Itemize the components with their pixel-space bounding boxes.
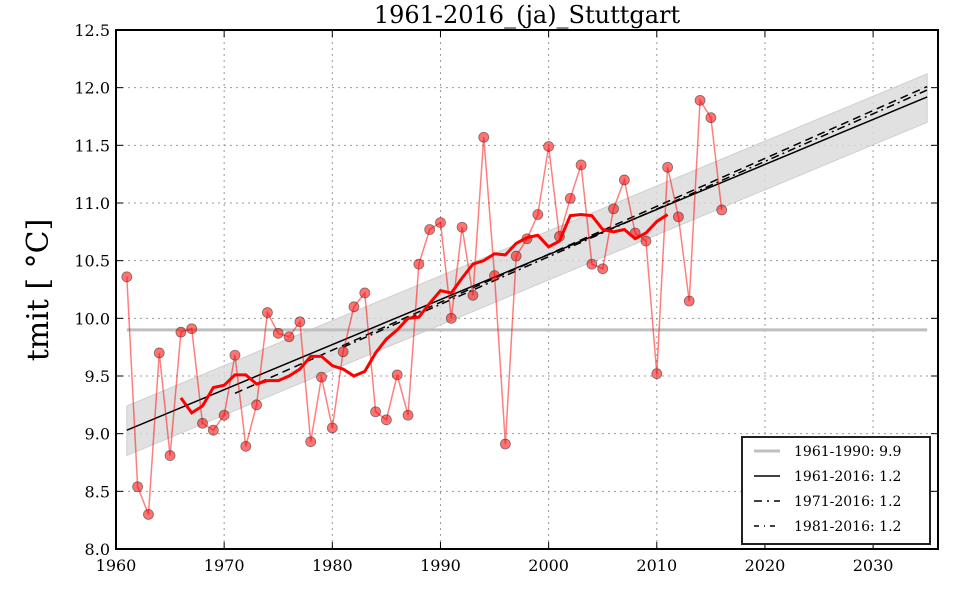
annual-point: [316, 371, 327, 383]
annual-point: [445, 312, 457, 324]
legend-label: 1961-2016: 1.2: [794, 469, 901, 485]
annual-point: [262, 307, 273, 318]
legend: 1961-1990: 9.9 1961-2016: 1.2 1971-2016: 1…: [741, 436, 931, 545]
annual-point: [597, 263, 609, 275]
y-tick-label: 8.5: [85, 482, 110, 501]
annual-point: [164, 450, 176, 461]
annual-point: [272, 327, 284, 339]
annual-point: [586, 258, 598, 270]
trend-line-dashdot: [342, 89, 928, 348]
y-tick-label: 9.5: [85, 367, 110, 386]
annual-point: [532, 209, 544, 220]
annual-point: [673, 211, 684, 223]
axes: [115, 29, 939, 550]
x-tick-label: 2000: [528, 556, 569, 575]
legend-label: 1971-2016: 1.2: [794, 494, 901, 510]
x-tick-label: 2020: [745, 556, 786, 575]
annual-point: [402, 409, 414, 421]
running-mean-line: [179, 213, 669, 415]
annual-point: [240, 440, 252, 452]
annual-point: [391, 369, 403, 381]
y-axis-label: tmit [ °C]: [21, 219, 56, 362]
annual-point: [489, 270, 500, 282]
y-tick-label: 11.0: [74, 194, 110, 213]
legend-label: 1981-2016: 1.2: [794, 519, 901, 535]
annual-point: [337, 346, 349, 358]
annual-point: [467, 289, 479, 301]
annual-point: [694, 94, 706, 106]
tick-labels: 1960 1970 1980 1990 2000 2010 2020 2030 8.0 8.5 9.…: [74, 21, 893, 575]
y-tick-label: 9.0: [85, 425, 110, 444]
trend-line-dashed: [234, 85, 928, 394]
plot-frame: [115, 29, 939, 550]
confidence-band: [126, 73, 928, 457]
annual-point: [424, 224, 436, 235]
y-tick-label: 12.0: [74, 79, 110, 98]
annual-point: [683, 295, 695, 307]
annual-point: [143, 509, 154, 520]
annual-point: [499, 438, 511, 450]
annual-point: [618, 174, 630, 186]
annual-point: [456, 221, 468, 233]
annual-point: [229, 349, 241, 361]
annual-point: [359, 287, 371, 299]
annual-point: [413, 258, 425, 270]
x-tick-label: 1990: [420, 556, 461, 575]
running-mean-series: [179, 213, 669, 415]
annual-point: [640, 235, 652, 247]
annual-point: [175, 326, 187, 338]
annual-point: [348, 301, 360, 313]
annual-point: [251, 399, 263, 411]
x-tick-label: 1960: [96, 556, 137, 575]
y-tick-label: 10.5: [74, 252, 110, 271]
annual-point: [294, 316, 306, 328]
y-tick-label: 8.0: [85, 540, 110, 559]
annual-point: [575, 159, 587, 171]
annual-point: [435, 217, 446, 229]
legend-label: 1961-1990: 9.9: [794, 444, 901, 460]
annual-point: [197, 417, 208, 429]
annual-point: [326, 422, 338, 434]
annual-point: [478, 131, 490, 143]
x-tick-label: 1980: [312, 556, 353, 575]
y-tick-label: 10.0: [74, 309, 110, 328]
annual-point: [186, 323, 198, 335]
x-tick-label: 2010: [636, 556, 677, 575]
x-tick-label: 1970: [204, 556, 245, 575]
annual-point: [370, 406, 381, 418]
annual-point: [380, 414, 392, 426]
annual-point: [564, 192, 576, 204]
annual-point: [543, 141, 555, 152]
annual-point: [207, 424, 219, 436]
y-tick-label: 11.5: [74, 136, 110, 155]
annual-point: [218, 409, 230, 421]
annual-point: [121, 271, 133, 283]
annual-point: [153, 347, 165, 359]
chart-title: 1961-2016_(ja)_Stuttgart: [374, 1, 681, 29]
annual-point: [716, 204, 728, 216]
annual-point: [132, 481, 144, 493]
annual-point: [283, 331, 295, 343]
annual-point: [651, 368, 663, 380]
annual-point: [705, 112, 717, 124]
x-tick-label: 2030: [853, 556, 894, 575]
annual-point: [608, 203, 619, 215]
annual-point: [662, 161, 674, 173]
annual-point: [510, 250, 522, 262]
confidence-band-area: [126, 73, 928, 457]
y-tick-label: 12.5: [74, 21, 110, 40]
annual-point: [305, 436, 317, 448]
